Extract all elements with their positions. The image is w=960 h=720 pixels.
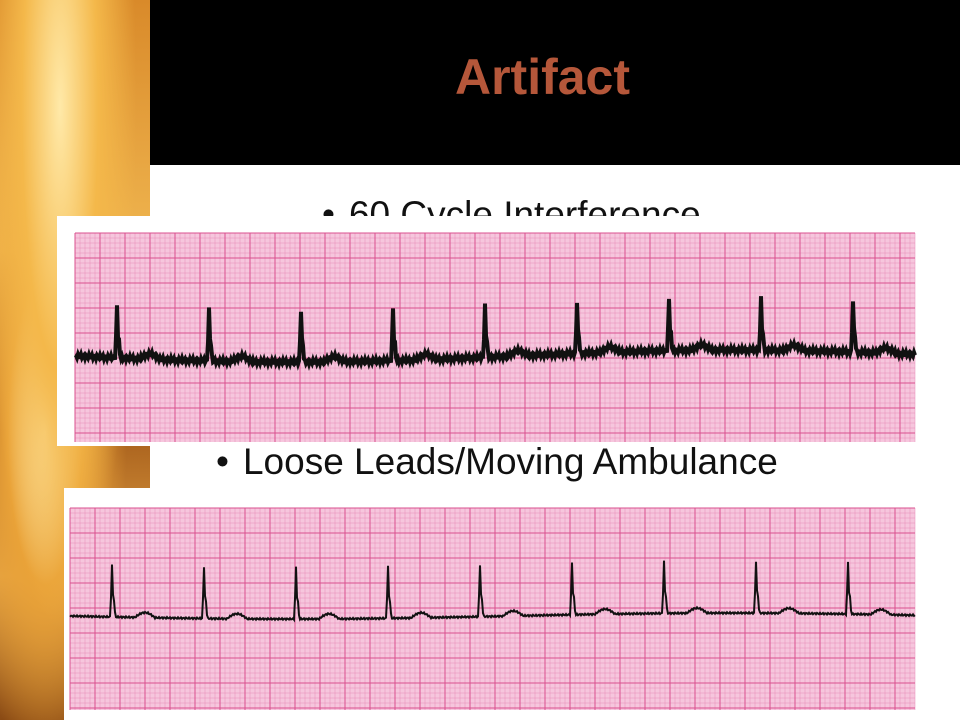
- ecg-trace: [69, 560, 916, 623]
- slide-title: Artifact: [454, 49, 631, 105]
- ecg-strip: [57, 216, 921, 446]
- ecg-trace: [73, 296, 917, 371]
- grid-paper: [70, 508, 915, 710]
- header-bar: [150, 0, 960, 165]
- ecg-strip: [64, 488, 926, 720]
- bullet: Loose Leads/Moving Ambulance: [216, 441, 778, 483]
